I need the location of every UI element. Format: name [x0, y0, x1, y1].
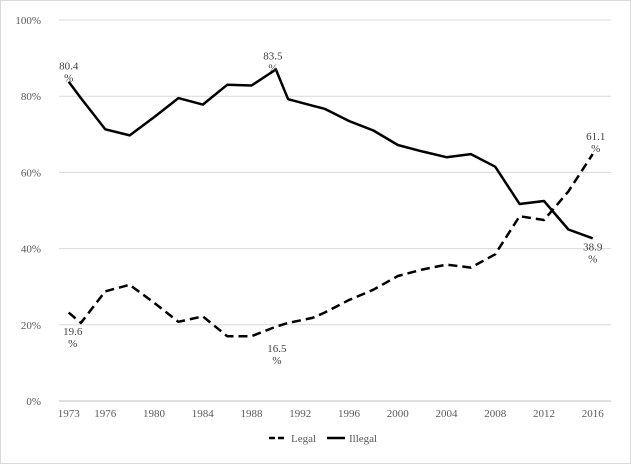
x-tick-label: 1992 — [289, 408, 311, 420]
x-tick-label: 1988 — [241, 408, 264, 420]
data-label-percent: % — [68, 338, 77, 350]
data-labels: 80.4%19.6%83.5%16.5%61.1%38.9% — [59, 51, 605, 368]
data-label-value: 16.5 — [267, 343, 287, 355]
x-tick-label: 1996 — [338, 408, 361, 420]
data-label-value: 61.1 — [586, 131, 605, 143]
y-tick-label: 60% — [21, 167, 41, 179]
series-line-legal — [67, 153, 594, 338]
x-tick-label: 1984 — [192, 408, 215, 420]
legend-label-illegal: Illegal — [349, 433, 377, 445]
data-label-percent: % — [268, 63, 277, 75]
y-tick-label: 20% — [21, 320, 41, 332]
x-tick-label: 2008 — [484, 408, 507, 420]
data-label-percent: % — [588, 253, 597, 265]
x-axis-tick-labels: 1973 1976 1980 1984 1988 1992 1996 2000 2004 2008… — [58, 408, 604, 420]
y-tick-label: 40% — [21, 244, 41, 256]
data-label-value: 19.6 — [63, 326, 83, 338]
x-tick-label: 2004 — [435, 408, 458, 420]
data-label-percent: % — [64, 73, 73, 85]
y-tick-label: 80% — [21, 91, 41, 103]
legend: Legal Illegal — [269, 433, 377, 445]
data-label-value: 38.9 — [583, 241, 603, 253]
x-tick-label: 1973 — [58, 408, 81, 420]
x-tick-label: 2012 — [533, 408, 555, 420]
y-tick-label: 100% — [15, 15, 41, 27]
x-tick-label: 1980 — [143, 408, 166, 420]
y-axis-tick-labels: 0% 20% 40% 60% 80% 100% — [15, 15, 41, 408]
data-label-value: 83.5 — [263, 51, 283, 63]
y-tick-label: 0% — [26, 396, 41, 408]
legend-label-legal: Legal — [291, 433, 316, 445]
series-line-illegal — [67, 68, 594, 240]
series-lines — [67, 68, 594, 338]
data-label-percent: % — [591, 143, 600, 155]
gridlines — [59, 19, 611, 326]
x-tick-label: 2016 — [582, 408, 605, 420]
data-label-value: 80.4 — [59, 61, 79, 73]
data-label-percent: % — [272, 355, 281, 367]
x-tick-label: 1976 — [94, 408, 117, 420]
x-tick-label: 2000 — [387, 408, 410, 420]
